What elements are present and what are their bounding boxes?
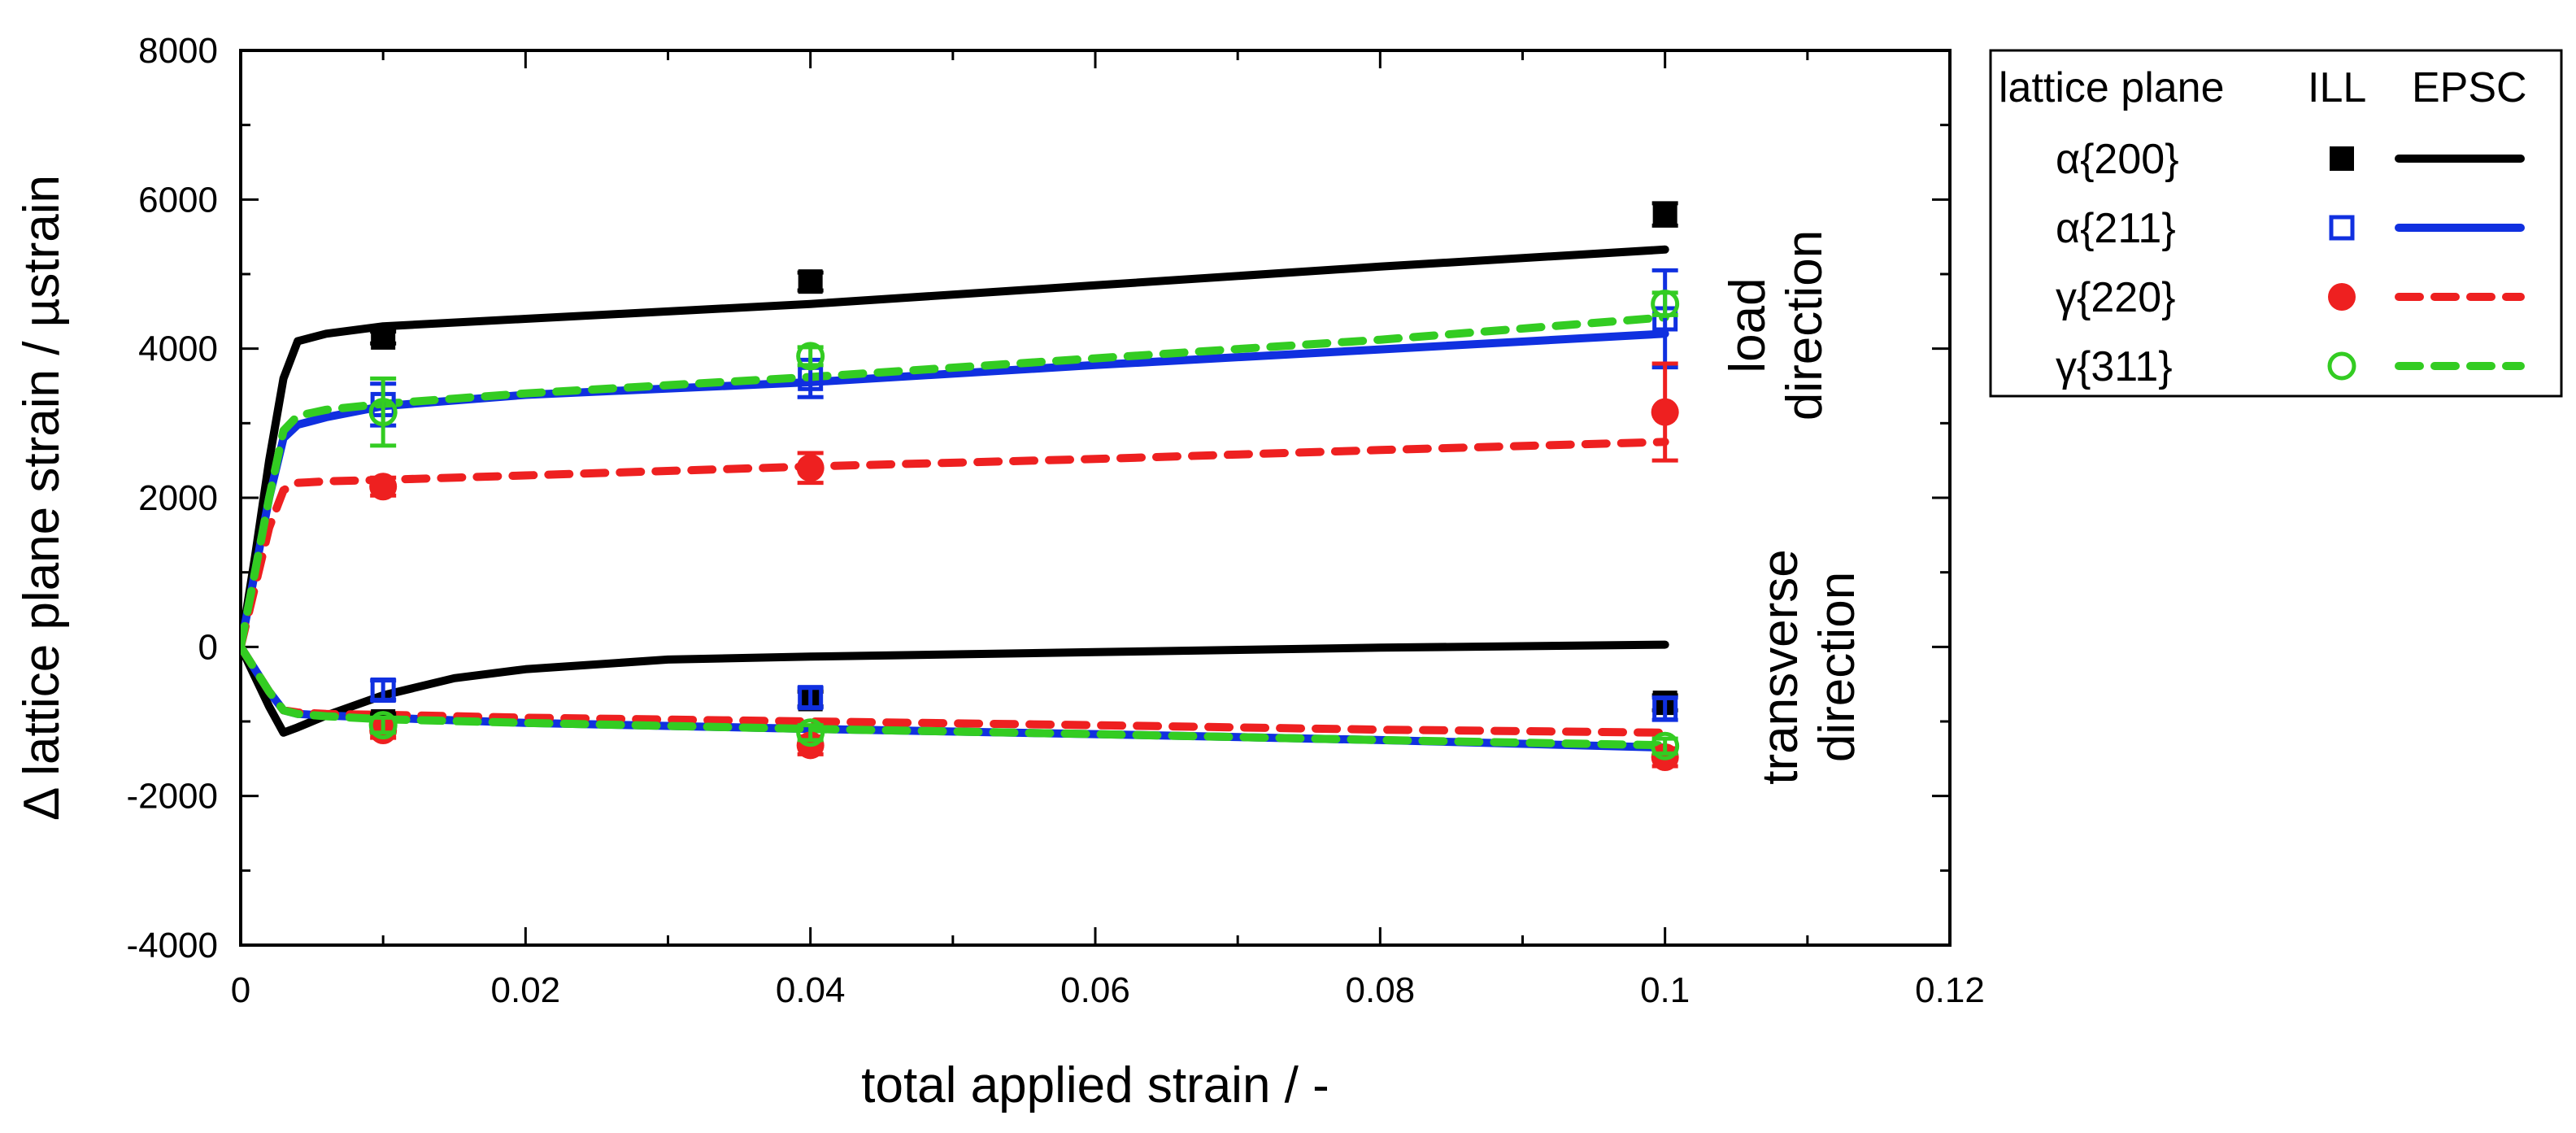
epsc-line-211-transverse [241,643,1669,752]
ill-point-200 [371,325,396,350]
plot-area-frame [239,49,1952,947]
annotation-load-line1: load [1720,277,1776,373]
annotation-load-line2: direction [1777,230,1833,421]
ill-point-311 [796,342,825,371]
annotation-transverse-line2: direction [1809,572,1865,762]
epsc-line-200-transverse [241,640,1669,737]
x-axis-title: total applied strain / - [861,1057,1329,1113]
legend-marker-311 [2327,351,2356,381]
x-axis-tick-labels: 0 0.02 0.04 0.06 0.08 0.1 0.12 [231,970,1985,1010]
axis-ticks [239,49,1952,947]
legend-label-311: γ{311} [2056,343,2173,390]
x-tick-label: 0.02 [491,970,561,1010]
legend: lattice plane ILL EPSC α{200} α{211} γ{220… [1989,49,2563,398]
y-axis-tick-labels: -4000 -2000 0 2000 4000 6000 8000 [126,31,218,965]
y-tick-label: -4000 [126,926,218,965]
ill-point-311 [368,398,398,427]
legend-frame [1989,49,2563,398]
epsc-line-211-load [241,329,1669,651]
ill-point-311 [1651,290,1680,319]
ill-point-220 [369,473,398,501]
legend-marker-211 [2329,215,2355,241]
epsc-line-311-transverse [241,643,1669,750]
epsc-line-311-load [241,313,1669,651]
x-tick-label: 0.1 [1640,970,1690,1010]
legend-marker-200 [2330,146,2354,171]
ill-point-311 [1651,731,1680,760]
ill-point-220 [796,454,825,482]
ill-point-211 [1652,695,1678,721]
ill-point-211 [798,685,824,711]
y-tick-label: 8000 [138,31,218,71]
annotation-transverse-line1: transverse [1752,549,1808,784]
legend-rows: α{200} α{211} γ{220} γ{311} [2056,136,2525,390]
legend-marker-220 [2328,283,2356,311]
ill-markers [368,201,1680,771]
y-tick-label: 0 [198,627,218,667]
ill-point-200 [1652,202,1677,227]
legend-header-ill: ILL [2308,64,2366,111]
y-tick-label: 2000 [138,478,218,518]
y-tick-label: 6000 [138,180,218,220]
ill-point-311 [368,711,398,740]
x-tick-label: 0.08 [1346,970,1416,1010]
y-tick-label: 4000 [138,329,218,369]
annotation-transverse-direction: transverse direction [1752,549,1865,784]
ill-point-211 [370,678,396,703]
ill-point-311 [796,718,825,747]
y-tick-label: -2000 [126,777,218,817]
y-axis-title: Δ lattice plane strain / µstrain [14,175,70,821]
legend-header-epsc: EPSC [2412,64,2527,111]
x-tick-label: 0.12 [1915,970,1985,1010]
x-tick-label: 0 [231,970,250,1010]
legend-header-lattice-plane: lattice plane [1999,64,2225,111]
ill-point-200 [798,269,823,294]
legend-label-200: α{200} [2056,136,2179,183]
epsc-lines [241,245,1669,752]
legend-label-211: α{211} [2056,205,2176,252]
x-tick-label: 0.06 [1060,970,1130,1010]
annotation-load-direction: load direction [1720,230,1833,421]
ill-point-220 [1651,398,1679,426]
epsc-line-200-load [241,245,1669,651]
x-tick-label: 0.04 [776,970,846,1010]
legend-label-220: γ{220} [2056,274,2176,321]
epsc-line-220-load [241,438,1669,651]
